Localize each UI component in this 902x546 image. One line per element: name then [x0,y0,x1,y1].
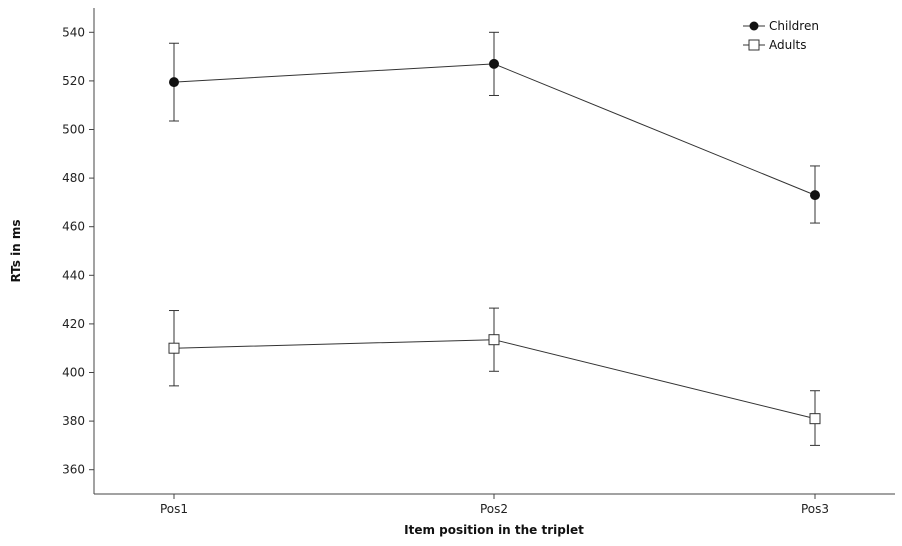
y-tick-label: 440 [62,268,85,282]
data-point [488,334,500,346]
y-tick-label: 400 [62,366,85,380]
legend: Children Adults [743,19,819,52]
data-point [168,342,180,354]
legend-item: Adults [743,38,807,52]
y-tick-label: 420 [62,317,85,331]
legend-label: Children [769,19,819,33]
legend-item: Children [743,19,819,33]
y-tick-label: 540 [62,25,85,39]
x-tick-label: Pos1 [160,502,188,516]
data-point [809,413,821,425]
legend-marker [748,39,760,51]
y-ticks: 360 380 400 420 440 460 480 500 520 540 [62,25,94,477]
x-tick-label: Pos3 [801,502,829,516]
series-layer [168,31,821,446]
series-adults [168,307,821,446]
y-tick-label: 460 [62,220,85,234]
x-tick-label: Pos2 [480,502,508,516]
legend-label: Adults [769,38,807,52]
y-tick-label: 380 [62,414,85,428]
x-ticks: Pos1 Pos2 Pos3 [160,494,829,516]
series-children [169,31,820,224]
data-point [489,58,499,69]
y-tick-label: 360 [62,463,85,477]
y-axis-title: RTs in ms [9,219,23,282]
legend-marker [749,21,759,31]
y-tick-label: 500 [62,123,85,137]
data-point [810,190,820,201]
data-point [169,77,179,88]
y-tick-label: 520 [62,74,85,88]
x-axis-title: Item position in the triplet [404,523,584,537]
y-tick-label: 480 [62,171,85,185]
